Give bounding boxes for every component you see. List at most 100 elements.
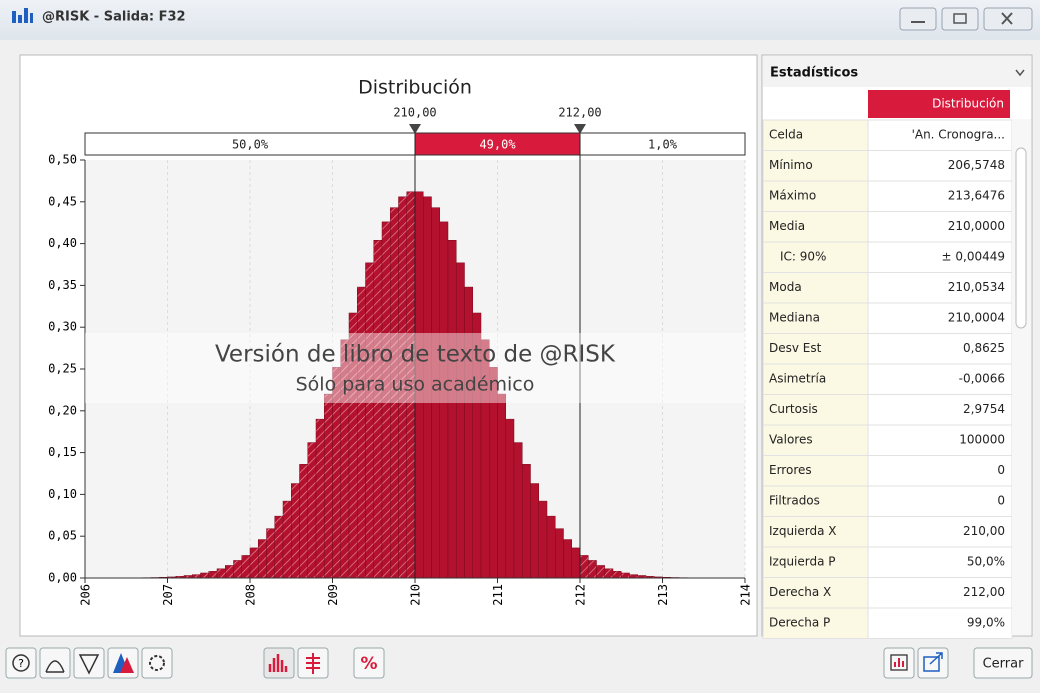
row-value-cell [867,516,1013,548]
y-tick-label: 0,40 [48,236,77,250]
bar [621,572,630,579]
region-label: 50,0% [232,138,269,152]
row-value-cell [867,424,1013,456]
bar [192,574,201,579]
row-value: 0 [997,463,1005,477]
export-button[interactable] [917,647,949,679]
bar [604,568,614,579]
column-header [868,90,1010,118]
delimiter-handle[interactable] [409,124,421,134]
row-label: Asimetría [769,372,826,386]
percent-button[interactable]: % [353,647,385,679]
bar [612,571,622,579]
row-label-cell [762,241,869,273]
bar [505,418,515,579]
bar [274,515,284,579]
row-label: Máximo [769,189,816,203]
x-tick-label: 208 [244,584,258,606]
bar [266,528,275,579]
toolbar: ? % Cerrar [5,647,1033,679]
histogram-button[interactable] [263,647,295,679]
bar [497,393,506,579]
row-value-cell [867,485,1013,517]
row-label-cell [762,455,869,487]
help-button[interactable]: ? [5,647,37,679]
overlay-button[interactable] [107,647,139,679]
row-value: 210,00 [963,524,1005,538]
cumulative-button[interactable] [297,647,329,679]
bar [546,515,556,579]
watermark-title: Versión de libro de texto de @RISK [215,342,616,368]
row-value: 0 [997,494,1005,508]
row-value: ± 0,00449 [942,250,1006,264]
svg-text:%: % [360,654,377,674]
bar [324,393,333,579]
region-label: 1,0% [648,138,678,152]
row-label: Errores [769,463,812,477]
row-value: 99,0% [967,616,1005,630]
bar [538,500,548,579]
close-window-button[interactable] [983,7,1033,31]
row-value: 210,0534 [948,280,1005,294]
row-label: Derecha P [769,616,830,630]
distribution-button[interactable] [39,647,71,679]
bar [208,571,218,579]
row-label: Derecha X [769,585,831,599]
bar [241,555,251,579]
filter-button[interactable] [73,647,105,679]
bar [596,565,605,579]
row-value: 50,0% [967,555,1005,569]
row-value-cell [867,119,1013,151]
stats-header [763,56,1031,87]
x-tick-label: 206 [79,584,93,606]
row-value-cell [867,455,1013,487]
y-tick-label: 0,20 [48,403,77,417]
y-tick-label: 0,25 [48,362,77,376]
row-value-cell [867,211,1013,243]
dropdown-arrow[interactable] [1015,69,1025,77]
watermark-subtitle: Sólo para uso académico [296,374,535,396]
row-label: Mínimo [769,158,813,172]
stats-table: Celda 'An. Cronogra... Mínimo 206,5748 Máxim… [762,119,1013,639]
y-tick-label: 0,15 [48,445,77,459]
x-tick-label: 207 [161,584,175,606]
maximize-button[interactable] [941,7,979,31]
row-value-cell [867,241,1013,273]
chart-toggle-button[interactable] [883,647,915,679]
row-label: Celda [769,128,803,142]
row-label: Media [769,219,805,233]
row-value-cell [867,363,1013,395]
row-value: 212,00 [963,585,1005,599]
chart-title: Distribución [358,77,472,99]
bar [216,568,226,579]
row-label: Izquierda P [769,555,836,569]
bar [291,483,300,579]
close-button-label[interactable]: Cerrar [983,657,1025,672]
row-value: 100000 [959,433,1005,447]
y-tick-label: 0,50 [48,153,77,167]
bar [530,483,539,579]
x-tick-label: 210 [409,584,423,606]
scrollbar-thumb[interactable] [1015,147,1027,329]
close-button[interactable]: Cerrar [973,647,1033,679]
title-bar [0,0,1040,40]
bar [315,418,325,579]
row-label: IC: 90% [780,250,826,264]
row-value: 'An. Cronogra... [912,128,1005,142]
minimize-button[interactable] [899,7,937,31]
watermark-band [85,333,745,403]
app-icon [12,8,33,23]
y-tick-label: 0,05 [48,529,77,543]
x-tick-label: 214 [739,584,753,606]
bar [282,500,292,579]
row-label-cell [762,424,869,456]
delimiter-handle[interactable] [574,124,586,134]
stats-title: Estadísticos [770,66,858,81]
row-label: Mediana [769,311,820,325]
bar [579,555,589,579]
settings-button[interactable] [141,647,173,679]
y-tick-label: 0,00 [48,571,77,585]
bar [456,262,465,579]
delimiter-label: 212,00 [558,106,601,120]
